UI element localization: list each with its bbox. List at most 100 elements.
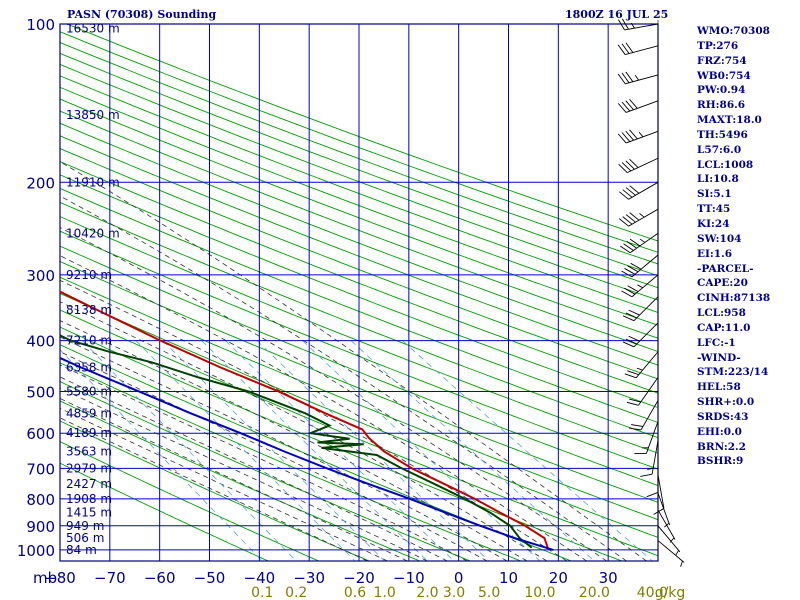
wind-barb	[622, 322, 659, 348]
wind-barb-staff	[626, 157, 659, 174]
height-label: 6358 m	[66, 360, 112, 374]
temperature-tick-label: −30	[293, 569, 325, 587]
wind-barb-staff	[628, 181, 659, 200]
mixing-ratio-label: 0.6	[344, 585, 366, 600]
mixing-ratio-line	[402, 340, 653, 561]
wind-barb	[657, 540, 685, 567]
mixing-ratio-label: 20.0	[579, 585, 610, 600]
wind-barb-flag	[630, 262, 642, 270]
stability-index-item: SHR+:0.0	[697, 396, 755, 409]
mixing-ratio-lines	[60, 340, 653, 561]
height-label: 949 m	[66, 519, 104, 533]
wind-barb-flag	[628, 309, 640, 316]
wind-barb-flag	[622, 341, 635, 348]
wind-barb-half-flag	[647, 467, 654, 470]
mixing-ratio-label: 2.0	[416, 585, 438, 600]
wind-barb-flag	[629, 129, 638, 140]
wind-barb-flag	[617, 73, 626, 85]
dry-adiabat	[60, 381, 472, 561]
stability-index-item: CINH:87138	[697, 292, 771, 305]
stability-index-item: LFC:-1	[697, 336, 736, 349]
wind-barb-flag	[625, 338, 637, 345]
temperature-trace	[60, 290, 550, 551]
wind-barb-flag	[627, 370, 639, 376]
wind-barb-staff	[624, 23, 659, 31]
stability-index-item: TP:276	[697, 39, 739, 52]
temperature-tick-label: −60	[144, 569, 176, 587]
wind-barb-flag	[625, 214, 636, 223]
dry-adiabat	[60, 31, 658, 253]
mixing-ratio-label: g/kg	[655, 585, 686, 600]
pressure-label: 400	[26, 333, 55, 351]
moist-adiabat	[60, 336, 508, 561]
stability-index-item: EHI:0.0	[697, 425, 742, 438]
moist-adiabat	[60, 320, 528, 561]
wind-barb-flag	[629, 98, 638, 109]
temperature-tick-label: 20	[549, 569, 568, 587]
dry-adiabat	[60, 148, 658, 380]
wind-barb-flag	[625, 42, 634, 53]
dry-adiabat	[60, 230, 658, 470]
wind-barb-flag	[625, 130, 634, 141]
dry-adiabat	[60, 362, 523, 561]
moist-adiabat	[60, 364, 468, 561]
wind-barb-staff	[657, 474, 665, 509]
wind-barb	[617, 18, 659, 31]
wind-barb	[640, 440, 659, 477]
sounding-traces	[60, 290, 554, 551]
pressure-label: 700	[26, 460, 55, 478]
wind-barb-flag	[640, 473, 653, 477]
stability-index-item: RH:86.6	[697, 99, 746, 112]
stability-index-item: -WIND-	[697, 351, 741, 364]
stability-index-item: EI:1.6	[697, 247, 733, 260]
moist-adiabat	[60, 195, 627, 561]
dry-adiabat	[60, 75, 658, 301]
mixing-ratio-label: 10.0	[524, 585, 555, 600]
height-label: 7210 m	[66, 334, 112, 348]
dry-adiabat	[60, 52, 658, 277]
stability-index-item: CAP:11.0	[697, 321, 751, 334]
moist-adiabat	[60, 301, 548, 561]
stability-index-item: MAXT:18.0	[697, 114, 762, 127]
axis-unit-label: mb	[33, 569, 57, 587]
mixing-ratio-label: 0.1	[251, 585, 273, 600]
pressure-label: 200	[26, 174, 55, 192]
pressure-label: 300	[26, 267, 55, 285]
wind-barb-staff	[657, 540, 685, 563]
wind-barb-flag	[621, 270, 633, 278]
stability-index-item: FRZ:754	[697, 54, 747, 67]
temperature-tick-label: −80	[44, 569, 76, 587]
wind-barb-flag	[624, 287, 636, 295]
stability-index-item: PW:0.94	[697, 84, 746, 97]
dry-adiabat	[60, 110, 658, 339]
temperature-tick-label: −70	[94, 569, 126, 587]
wind-barb	[617, 98, 659, 113]
wind-barb-half-flag	[675, 550, 679, 556]
wind-barb-flag	[617, 44, 626, 55]
wind-barb-half-flag	[639, 213, 645, 218]
mixing-ratio-line	[256, 340, 490, 561]
pressure-label: 100	[26, 16, 55, 34]
wind-barb-flag	[618, 218, 629, 227]
stability-index-item: TT:45	[697, 203, 731, 216]
stability-index-item: BRN:2.2	[697, 440, 746, 453]
wind-barb-staff	[629, 232, 659, 254]
temperature-tick-label: −20	[343, 569, 375, 587]
grid	[59, 23, 659, 562]
dry-adiabat	[60, 462, 270, 561]
dry-adiabat	[60, 400, 421, 561]
stability-index-item: TH:5496	[697, 128, 748, 141]
wind-barb-half-flag	[636, 367, 643, 371]
height-label: 4189 m	[66, 426, 112, 440]
height-label: 8138 m	[66, 303, 112, 317]
wind-barb-flag	[628, 335, 640, 342]
wind-barb-staff	[633, 296, 659, 322]
height-label: 1415 m	[66, 506, 112, 520]
dry-adiabat	[60, 63, 658, 289]
wind-barb-staff	[625, 100, 659, 113]
wind-barb-flag	[621, 101, 631, 112]
stability-index-item: CAPE:20	[697, 277, 748, 290]
wind-barb	[618, 157, 659, 174]
stability-index-item: SI:5.1	[697, 188, 732, 201]
height-label: 506 m	[66, 531, 104, 545]
